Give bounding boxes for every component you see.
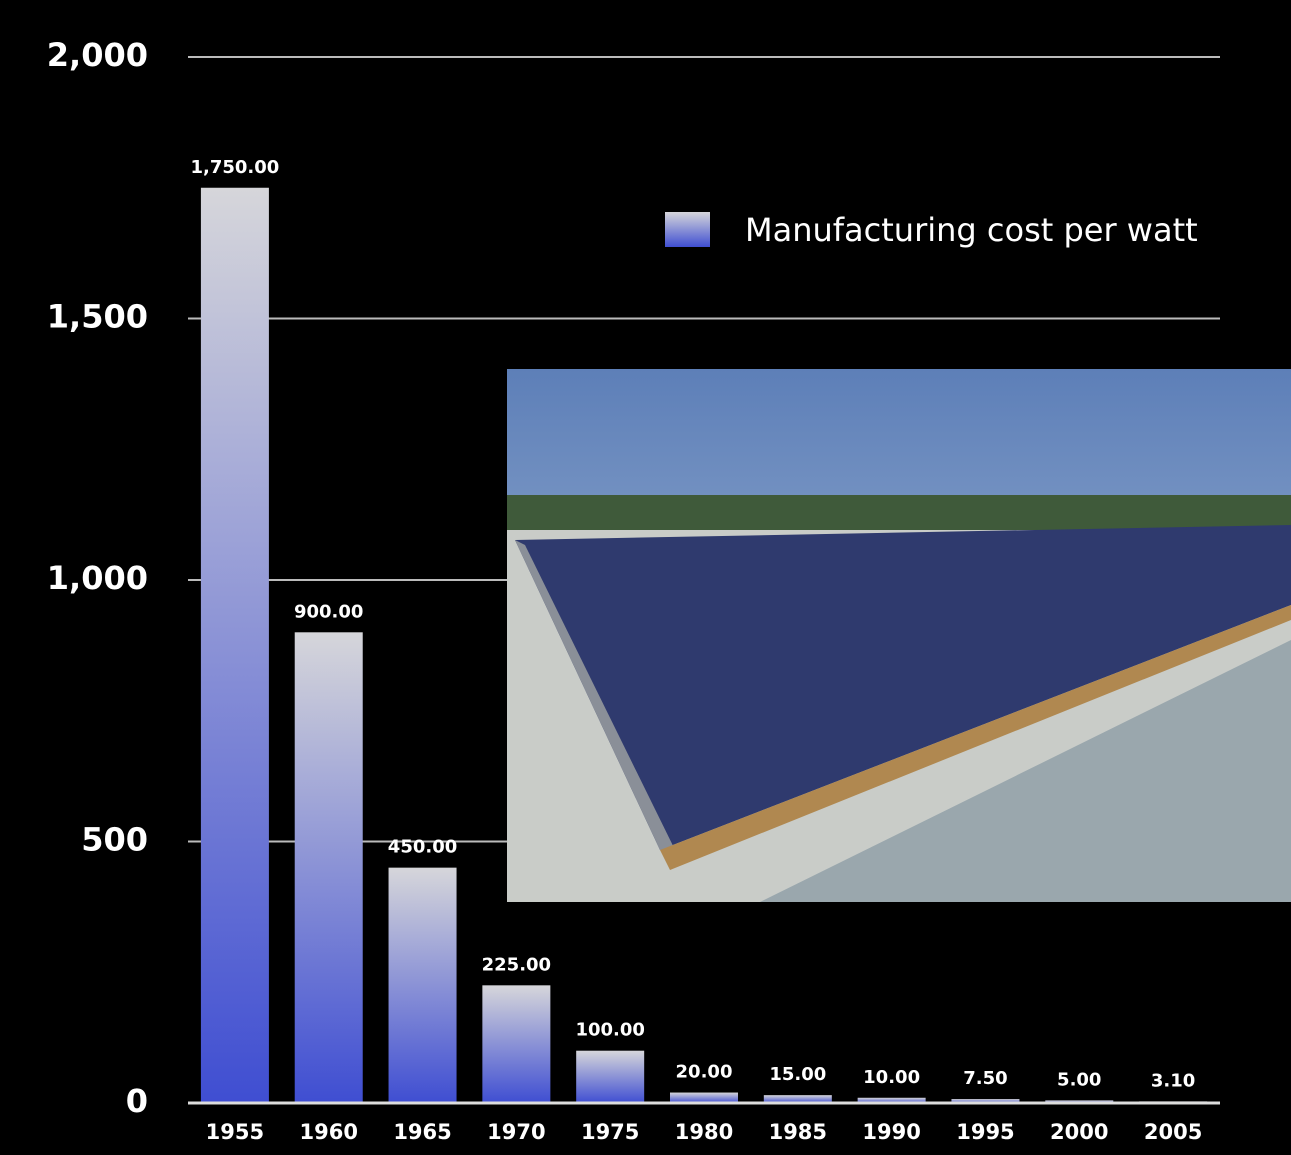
value-label: 900.00 [294, 601, 363, 622]
y-tick-label: 1,000 [47, 559, 148, 597]
bar [294, 632, 363, 1103]
value-label: 5.00 [1057, 1069, 1101, 1090]
bar [576, 1050, 645, 1103]
y-tick-label: 0 [126, 1082, 148, 1120]
bar [857, 1097, 926, 1103]
x-tick-label: 1970 [487, 1120, 545, 1144]
x-tick-label: 1965 [393, 1120, 451, 1144]
value-label: 3.10 [1151, 1070, 1195, 1091]
value-label: 1,750.00 [190, 157, 279, 178]
x-tick-label: 1975 [581, 1120, 639, 1144]
bar [388, 867, 457, 1103]
x-tick-label: 1990 [862, 1120, 920, 1144]
x-tick-label: 1960 [300, 1120, 358, 1144]
legend-label: Manufacturing cost per watt [745, 211, 1198, 249]
value-label: 20.00 [676, 1062, 733, 1083]
x-tick-label: 1985 [769, 1120, 827, 1144]
y-tick-label: 2,000 [47, 36, 148, 74]
legend-swatch [665, 212, 710, 247]
bar [763, 1095, 832, 1103]
value-label: 225.00 [482, 954, 551, 975]
bar [482, 985, 551, 1103]
x-tick-label: 2005 [1144, 1120, 1202, 1144]
x-tick-label: 2000 [1050, 1120, 1108, 1144]
value-label: 10.00 [863, 1067, 920, 1088]
x-tick-label: 1955 [206, 1120, 264, 1144]
value-label: 450.00 [388, 837, 457, 858]
bar [951, 1099, 1020, 1103]
photo [507, 369, 1291, 902]
bar [200, 187, 269, 1103]
x-tick-label: 1995 [956, 1120, 1014, 1144]
y-tick-label: 1,500 [47, 298, 148, 336]
bar [670, 1092, 738, 1103]
x-tick-label: 1980 [675, 1120, 733, 1144]
value-label: 15.00 [769, 1064, 826, 1085]
value-label: 100.00 [575, 1020, 644, 1041]
y-tick-label: 500 [81, 821, 148, 859]
value-label: 7.50 [963, 1068, 1007, 1089]
